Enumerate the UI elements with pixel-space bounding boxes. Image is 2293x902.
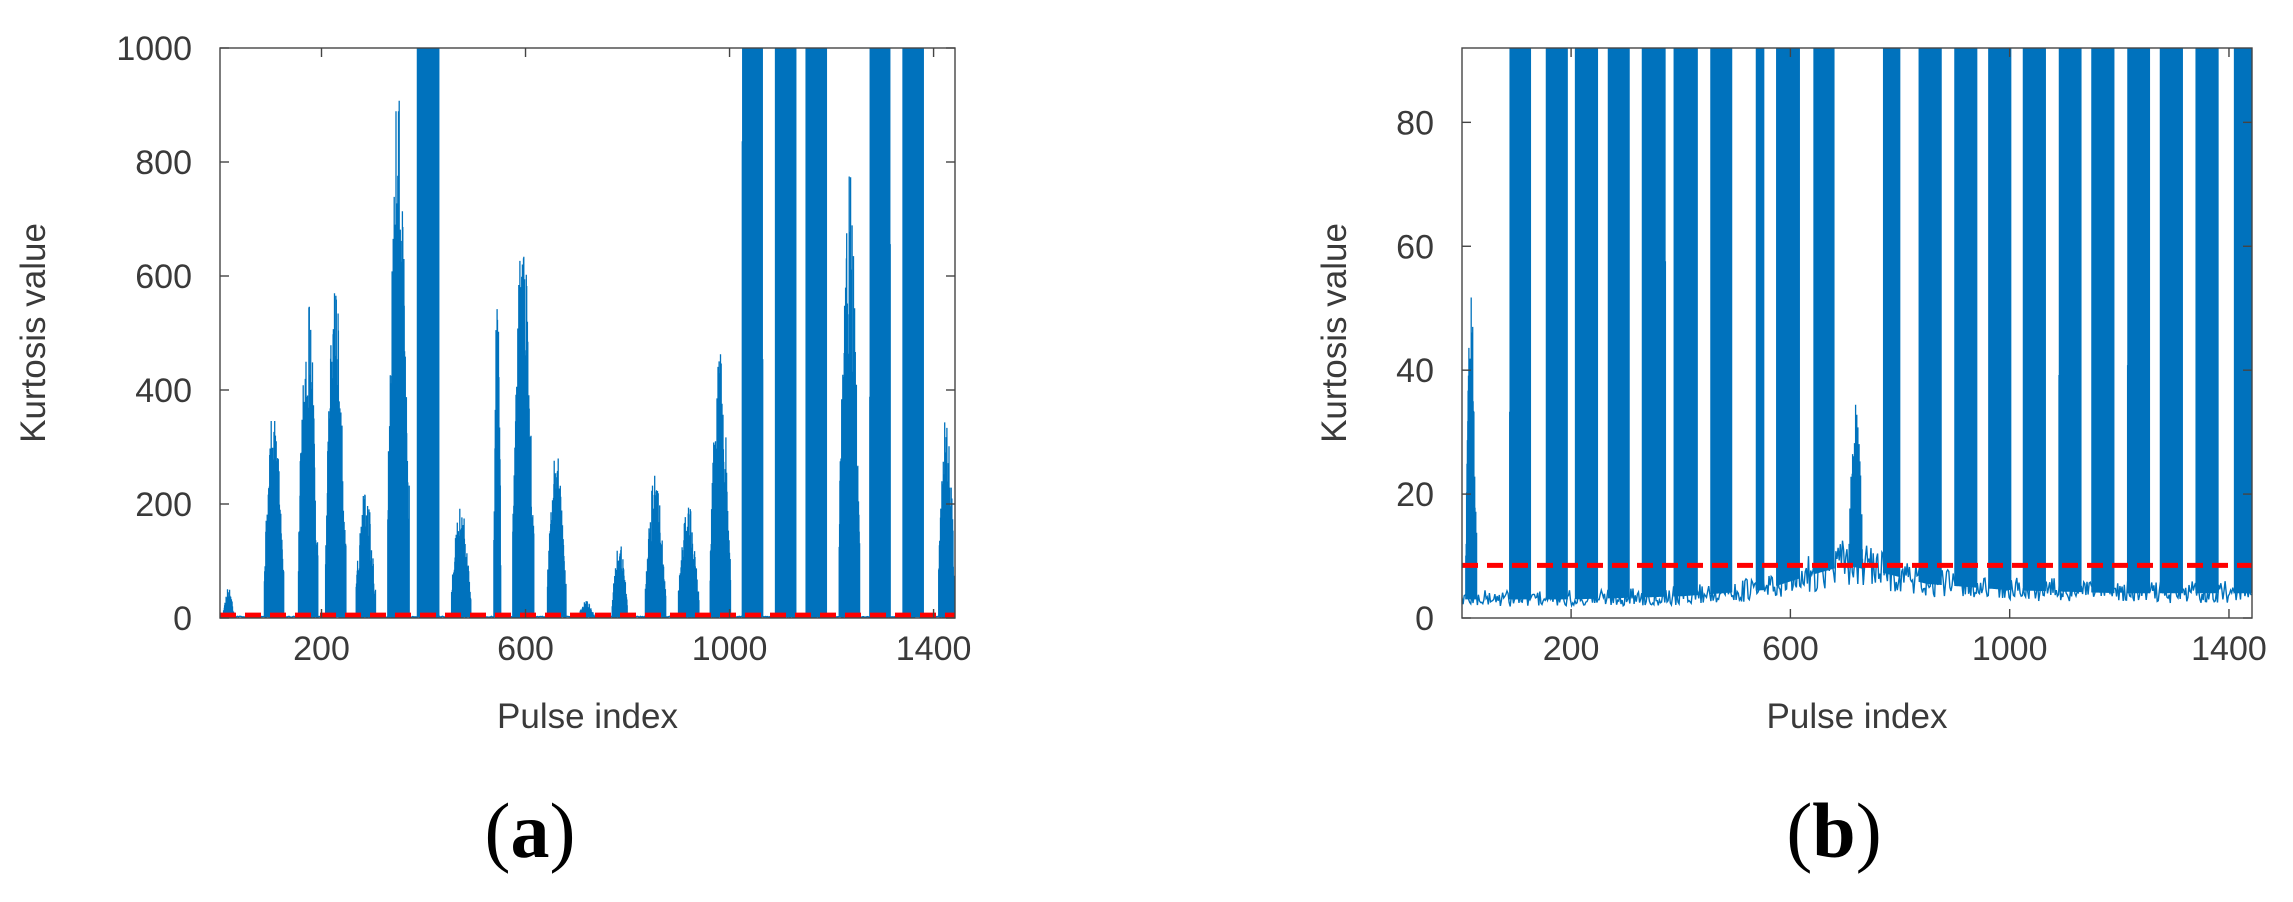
- signal-burst: [355, 494, 377, 617]
- panel-label-letter: a: [510, 787, 550, 874]
- signal-burst: [450, 508, 472, 617]
- signal-burst: [2058, 48, 2082, 593]
- x-tick-label: 600: [1762, 630, 1819, 668]
- signal-burst: [2091, 48, 2115, 594]
- signal-burst: [493, 309, 502, 617]
- signal-group: [220, 48, 955, 618]
- signal-burst: [546, 458, 567, 617]
- signal-burst: [709, 354, 732, 617]
- y-axis-title: Kurtosis value: [14, 223, 53, 443]
- chart-panel-a: 200 600 1000 1400 0 200 400 600 800 1000 Pulse ind…: [0, 0, 1146, 902]
- signal-burst: [1509, 48, 1532, 600]
- signal-burst: [1545, 48, 1568, 600]
- signal-burst: [1641, 48, 1667, 598]
- panel-label-a: (a): [430, 792, 630, 870]
- y-tick-label: 40: [1396, 352, 1434, 390]
- signal-burst: [1574, 48, 1599, 600]
- signal-burst: [1755, 48, 1765, 591]
- y-tick-label: 0: [1415, 600, 1434, 638]
- kurtosis-chart-a: 200 600 1000 1400 0 200 400 600 800 1000 Pulse ind…: [14, 30, 972, 736]
- y-tick-label: 600: [135, 258, 192, 296]
- signal-group: [1462, 48, 2252, 608]
- x-tick-label: 200: [293, 630, 350, 668]
- panel-label-close: ): [549, 787, 576, 874]
- panel-label-close: ): [1855, 787, 1882, 874]
- signal-burst: [512, 256, 535, 617]
- y-tick-label: 80: [1396, 104, 1434, 142]
- signal-burst: [1673, 48, 1698, 597]
- y-tick-label: 800: [135, 144, 192, 182]
- y-tick-label: 1000: [116, 30, 192, 68]
- signal-burst: [838, 176, 861, 617]
- axes-box: [1461, 47, 2253, 619]
- signal-burst: [2195, 48, 2219, 594]
- signal-burst: [1954, 48, 1978, 588]
- chart-panel-b: 200 600 1000 1400 0 20 40 60 80 Pulse index Kurtos…: [1146, 0, 2292, 902]
- signal-burst: [1918, 48, 1942, 585]
- signal-burst: [741, 48, 764, 617]
- signal-burst: [297, 306, 319, 617]
- signal-burst: [1988, 48, 2012, 591]
- y-tick-label: 20: [1396, 476, 1434, 514]
- y-tick-label: 200: [135, 486, 192, 524]
- signal-burst: [387, 100, 410, 617]
- signal-burst: [1776, 48, 1800, 586]
- signal-burst: [2233, 48, 2252, 594]
- signal-burst: [1710, 48, 1733, 594]
- x-tick-label: 1400: [2191, 630, 2267, 668]
- signal-burst: [2126, 48, 2151, 594]
- signal-burst: [1607, 48, 1630, 599]
- signal-burst: [869, 48, 891, 617]
- signal-burst: [774, 48, 797, 617]
- y-tick-label: 0: [173, 600, 192, 638]
- signal-burst: [324, 293, 347, 617]
- x-tick-label: 1000: [692, 630, 768, 668]
- signal-burst: [2159, 48, 2183, 594]
- signal-burst: [263, 421, 285, 617]
- signal-burst: [611, 546, 628, 617]
- y-tick-label: 400: [135, 372, 192, 410]
- y-axis-title: Kurtosis value: [1315, 223, 1354, 443]
- x-tick-label: 600: [497, 630, 554, 668]
- panel-label-b: (b): [1734, 792, 1934, 870]
- axes-box: [219, 47, 956, 619]
- y-tick-label: 60: [1396, 228, 1434, 266]
- signal-burst: [902, 48, 924, 617]
- x-axis-title: Pulse index: [1767, 697, 1948, 736]
- panel-label-open: (: [1786, 787, 1813, 874]
- signal-burst: [677, 507, 700, 617]
- x-tick-label: 1000: [1972, 630, 2048, 668]
- signal-burst: [1813, 48, 1835, 575]
- signal-burst: [1465, 297, 1478, 600]
- panel-label-letter: b: [1812, 787, 1856, 874]
- signal-burst: [1847, 404, 1865, 580]
- signal-burst: [416, 48, 440, 617]
- x-tick-label: 1400: [896, 630, 972, 668]
- signal-burst: [2022, 48, 2046, 592]
- signal-burst: [805, 48, 828, 617]
- x-axis-title: Pulse index: [497, 697, 678, 736]
- signal-burst: [938, 422, 955, 617]
- panel-label-open: (: [484, 787, 511, 874]
- signal-burst: [1882, 48, 1901, 577]
- signal-burst: [644, 475, 667, 617]
- x-tick-label: 200: [1543, 630, 1600, 668]
- kurtosis-chart-b: 200 600 1000 1400 0 20 40 60 80 Pulse index Kurtos…: [1315, 47, 2267, 736]
